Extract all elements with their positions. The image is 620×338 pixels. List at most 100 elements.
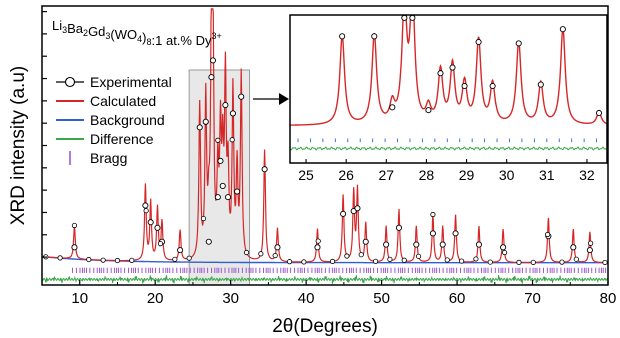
experimental-point [234, 188, 241, 195]
inset-x-tick-label: 28 [419, 167, 435, 183]
x-tick-label: 20 [147, 290, 164, 307]
legend: Experimental Calculated Background Differen… [56, 74, 172, 166]
experimental-point [258, 251, 264, 257]
experimental-point [243, 249, 250, 256]
title-part: 3+ [211, 31, 221, 41]
legend-label: Bragg [90, 150, 127, 166]
experimental-point [383, 241, 390, 248]
experimental-point [354, 205, 361, 212]
experimental-point [71, 222, 78, 229]
experimental-point [458, 258, 465, 264]
experimental-point [473, 256, 479, 262]
experimental-point [157, 240, 164, 247]
experimental-point [415, 253, 422, 259]
experimental-points [43, 57, 608, 266]
title-part: Ba [67, 21, 84, 36]
experimental-point [387, 256, 393, 262]
difference-line [41, 275, 609, 284]
experimental-point [71, 244, 78, 251]
experimental-point [147, 219, 154, 226]
experimental-point [586, 247, 593, 254]
inset-experimental-point [537, 81, 544, 88]
experimental-point [452, 230, 459, 237]
x-tick-label: 80 [600, 290, 617, 307]
experimental-point [545, 231, 551, 238]
experimental-point [219, 182, 226, 190]
experimental-point [217, 157, 224, 164]
experimental-point [475, 241, 483, 248]
title-part: 3 [62, 25, 67, 35]
experimental-point [430, 211, 436, 218]
inset-experimental-point [515, 40, 522, 47]
title-part: ) [142, 30, 146, 45]
inset-experimental-point [409, 14, 416, 21]
experimental-point [143, 208, 149, 214]
experimental-point [362, 238, 369, 245]
legend-label: Background [90, 112, 165, 128]
experimental-point [202, 118, 209, 125]
y-axis-ticks [42, 10, 47, 258]
experimental-point [301, 259, 307, 265]
zoom-arrow [253, 93, 289, 105]
title-part: 2 [83, 28, 88, 38]
experimental-point [559, 259, 565, 265]
inset-x-tick-label: 25 [298, 167, 314, 183]
experimental-point [372, 258, 379, 264]
experimental-point [329, 258, 336, 264]
experimental-point [444, 257, 450, 263]
inset-experimental-point [489, 82, 496, 90]
inset-experimental-point [437, 70, 444, 77]
inset-experimental-point [339, 33, 346, 40]
experimental-point [272, 252, 278, 259]
experimental-point [224, 194, 232, 201]
experimental-point [573, 256, 579, 262]
experimental-point [142, 202, 149, 209]
experimental-point [100, 257, 106, 263]
experimental-point [186, 255, 192, 261]
experimental-point [340, 210, 347, 217]
experimental-point [200, 215, 207, 222]
experimental-point [86, 256, 92, 263]
experimental-point [222, 101, 229, 109]
experimental-point [261, 166, 268, 173]
title-part: 8 [147, 37, 152, 47]
experimental-point [229, 110, 236, 117]
x-tick-label: 70 [524, 290, 541, 307]
experimental-point [570, 244, 577, 251]
experimental-point [196, 124, 203, 131]
experimental-point [530, 259, 536, 265]
experimental-point [314, 244, 321, 251]
experimental-point [358, 252, 364, 258]
title-part: Li [52, 18, 62, 33]
legend-label: Difference [90, 131, 154, 147]
experimental-point [395, 224, 403, 231]
inset-experimental-point [595, 109, 603, 117]
experimental-point [439, 241, 446, 248]
x-tick-label: 30 [222, 290, 239, 307]
x-tick-label: 10 [71, 290, 88, 307]
legend-swatch-circle [64, 76, 76, 88]
inset-experimental-point [389, 104, 396, 111]
experimental-point [209, 57, 216, 64]
x-axis-ticks: 10 20 30 40 50 60 70 80 [41, 280, 617, 307]
legend-label: Experimental [90, 74, 172, 90]
inset-bragg-ticks [297, 138, 598, 143]
title-part: :1 at.% Dy [152, 33, 212, 48]
experimental-point [344, 253, 350, 259]
experimental-point [57, 255, 63, 261]
experimental-point [286, 259, 293, 265]
experimental-point [177, 247, 184, 254]
title-part: 3 [105, 31, 110, 41]
x-tick-label: 60 [449, 290, 466, 307]
experimental-point [516, 259, 522, 265]
experimental-point [172, 256, 178, 262]
experimental-point [229, 137, 235, 143]
experimental-point [487, 259, 493, 265]
inset-experimental-point [475, 38, 482, 46]
x-tick-label: 40 [298, 290, 315, 307]
inset-experimental-point [449, 64, 456, 71]
experimental-point [602, 259, 608, 266]
inset-experimental-point [461, 82, 468, 90]
title-part: (WO [110, 27, 137, 42]
